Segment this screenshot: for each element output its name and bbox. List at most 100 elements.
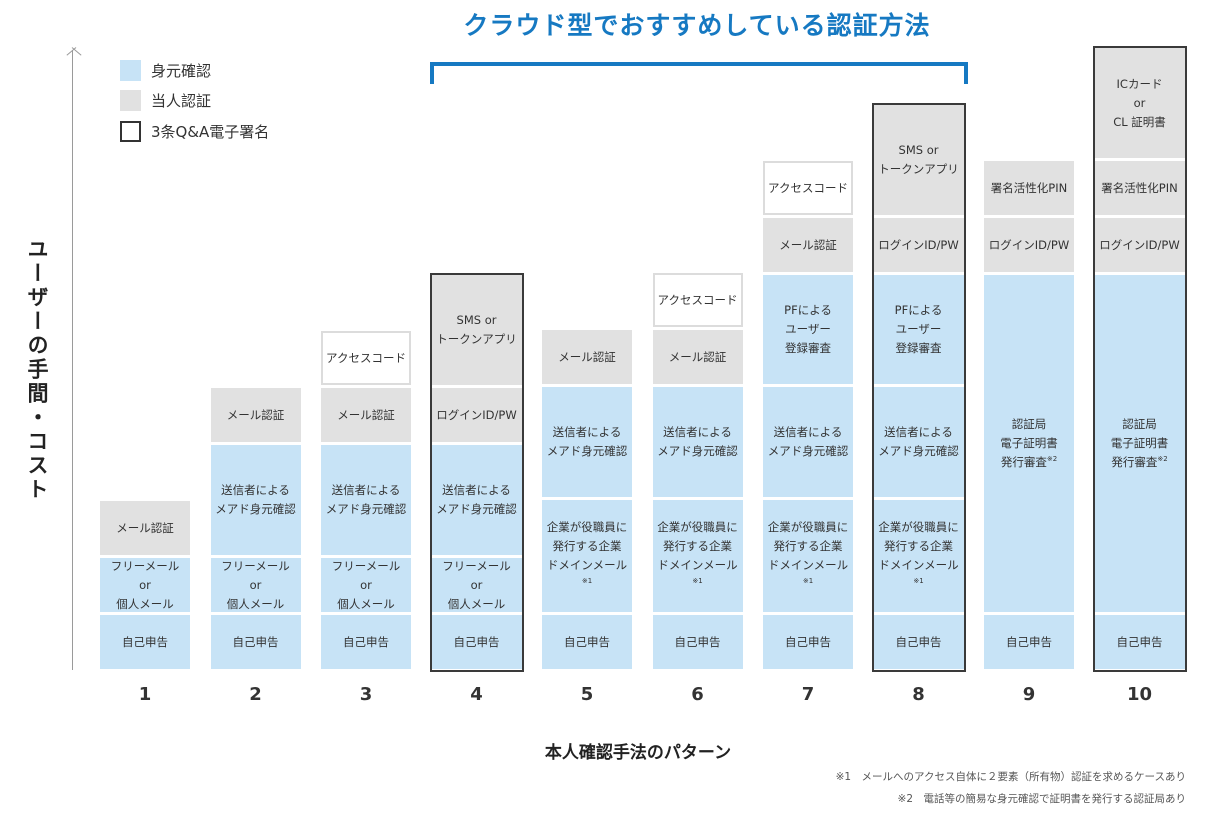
legend-auth-label: 当人認証 [151,91,212,110]
pattern-4-cell-3-label: 送信者による メアド身元確認 [436,483,517,516]
cloud-recommended-title: クラウド型でおすすめしている認証方法 [463,11,931,40]
pattern-1-cell-1: 自己申告 [100,615,190,669]
pattern-1-cell-3-label: メール認証 [116,520,174,535]
pattern-6-cell-3: 送信者による メアド身元確認 [652,387,743,497]
pattern-number-1: 1 [138,684,152,705]
pattern-10-cell-2: 認証局 電子証明書 発行審査※2 [1094,275,1185,612]
pattern-number-10: 10 [1126,684,1153,705]
pattern-2-cell-4: メール認証 [210,388,301,442]
pattern-9-cell-2: 認証局 電子証明書 発行審査※2 [984,275,1074,612]
pattern-7-cell-4: PFによる ユーザー 登録審査 [763,275,853,384]
pattern-3-cell-1-label: 自己申告 [343,634,389,649]
pattern-number-4: 4 [470,684,483,705]
pattern-number-5: 5 [580,684,594,705]
pattern-number-2: 2 [249,684,262,705]
pattern-10-cell-5-label: ICカード or CL 証明書 [1113,76,1166,129]
pattern-6-cell-4: メール認証 [652,330,743,384]
pattern-7-cell-5-label: メール認証 [779,237,837,252]
pattern-9-cell-1-label: 自己申告 [1006,634,1052,649]
pattern-8-cell-2: 企業が役職員に 発行する企業 ドメインメール※1 [873,500,964,612]
pattern-6-cell-5: アクセスコード [652,273,743,327]
pattern-4-cell-4: ログインID/PW [431,388,522,442]
pattern-1-cell-3: メール認証 [100,501,190,555]
pattern-3-cell-2: フリーメール or 個人メール [321,558,411,612]
pattern-3-cell-3: 送信者による メアド身元確認 [321,445,411,555]
pattern-8-cell-6: SMS or トークンアプリ [873,105,964,215]
pattern-7-cell-5: メール認証 [763,218,853,272]
pattern-8-cell-4-label: PFによる ユーザー 登録審査 [894,303,943,355]
pattern-7-cell-6-label: アクセスコード [768,180,848,195]
pattern-7-cell-3-label: 送信者による メアド身元確認 [767,425,849,458]
pattern-9-cell-4: 署名活性化PIN [984,161,1074,215]
pattern-6-cell-2-label: 企業が役職員に 発行する企業 ドメインメール※1 [657,520,738,586]
legend-identity-label: 身元確認 [151,61,212,80]
pattern-4-cell-2: フリーメール or 個人メール [431,558,522,612]
pattern-1-cell-2: フリーメール or 個人メール [100,558,190,612]
pattern-8-cell-3: 送信者による メアド身元確認 [873,387,964,497]
pattern-8-cell-6-label: SMS or トークンアプリ [878,143,959,176]
pattern-1-cell-2-label: フリーメール or 個人メール [110,558,180,611]
pattern-4-cell-4-label: ログインID/PW [436,407,517,422]
legend-auth: 当人認証 [120,89,211,111]
pattern-10-cell-5: ICカード or CL 証明書 [1094,48,1185,158]
pattern-6-cell-5-label: アクセスコード [657,292,738,307]
pattern-2-cell-4-label: メール認証 [226,407,285,422]
pattern-2-cell-3: 送信者による メアド身元確認 [210,445,301,555]
pattern-3-cell-5-label: アクセスコード [326,350,406,365]
legend-identity-swatch [120,59,141,81]
pattern-7-cell-3: 送信者による メアド身元確認 [763,387,853,497]
legend-qa: 3条Q&A電子署名 [120,120,269,142]
pattern-8-cell-1-label: 自己申告 [895,634,942,649]
cloud-recommended-bracket [430,62,968,84]
footnote-marker: ※1 [692,577,703,586]
pattern-6-cell-3-label: 送信者による メアド身元確認 [657,425,738,458]
pattern-8-cell-5-label: ログインID/PW [878,237,959,252]
pattern-9-cell-4-label: 署名活性化PIN [990,180,1068,195]
pattern-8-cell-4: PFによる ユーザー 登録審査 [873,275,964,384]
pattern-6-cell-4-label: メール認証 [668,349,727,364]
pattern-5-cell-3-label: 送信者による メアド身元確認 [546,425,628,458]
pattern-9-cell-2-label: 認証局 電子証明書 発行審査※2 [1000,417,1058,469]
pattern-5-cell-2-label: 企業が役職員に 発行する企業 ドメインメール※1 [546,520,628,586]
pattern-10-cell-1: 自己申告 [1094,615,1185,669]
pattern-8-cell-1: 自己申告 [873,615,964,669]
pattern-6-cell-1-label: 自己申告 [674,634,721,649]
pattern-5-cell-4: メール認証 [542,330,632,384]
pattern-2-cell-2: フリーメール or 個人メール [210,558,301,612]
pattern-10-cell-3: ログインID/PW [1094,218,1185,272]
pattern-5-cell-1: 自己申告 [542,615,632,669]
pattern-2-cell-1-label: 自己申告 [232,634,279,649]
pattern-3-cell-4: メール認証 [321,388,411,442]
y-axis-line [72,50,73,670]
pattern-4-cell-2-label: フリーメール or 個人メール [442,558,511,611]
legend-auth-swatch [120,89,141,111]
pattern-9-cell-3-label: ログインID/PW [988,237,1070,252]
pattern-7-cell-2-label: 企業が役職員に 発行する企業 ドメインメール※1 [767,520,849,586]
pattern-2-cell-2-label: フリーメール or 個人メール [221,558,290,611]
pattern-number-9: 9 [1022,684,1036,705]
pattern-3-cell-1: 自己申告 [321,615,411,669]
pattern-8-cell-3-label: 送信者による メアド身元確認 [878,425,959,458]
pattern-7-cell-1-label: 自己申告 [785,634,831,649]
footnote-marker: ※1 [581,577,593,586]
pattern-8-cell-5: ログインID/PW [873,218,964,272]
pattern-4-cell-3: 送信者による メアド身元確認 [431,445,522,555]
pattern-10-cell-4: 署名活性化PIN [1094,161,1185,215]
pattern-8-cell-2-label: 企業が役職員に 発行する企業 ドメインメール※1 [878,520,959,586]
pattern-number-8: 8 [912,684,925,705]
pattern-5-cell-1-label: 自己申告 [564,634,610,649]
footnote-1: ※1 メールへのアクセス自体に２要素（所有物）認証を求めるケースあり [835,771,1186,783]
x-axis-label: 本人確認手法のパターン [544,743,732,763]
pattern-7-cell-4-label: PFによる ユーザー 登録審査 [784,303,832,355]
footnote-2: ※2 電話等の簡易な身元確認で証明書を発行する認証局あり [897,793,1186,805]
pattern-10-cell-2-label: 認証局 電子証明書 発行審査※2 [1110,417,1169,469]
pattern-2-cell-1: 自己申告 [210,615,301,669]
pattern-3-cell-4-label: メール認証 [337,407,395,422]
pattern-9-cell-3: ログインID/PW [984,218,1074,272]
pattern-2-cell-3-label: 送信者による メアド身元確認 [215,483,296,516]
footnote-marker: ※1 [913,577,924,586]
pattern-number-7: 7 [801,684,815,705]
pattern-3-cell-5: アクセスコード [321,331,411,385]
legend-identity: 身元確認 [120,59,211,81]
pattern-6-cell-1: 自己申告 [652,615,743,669]
